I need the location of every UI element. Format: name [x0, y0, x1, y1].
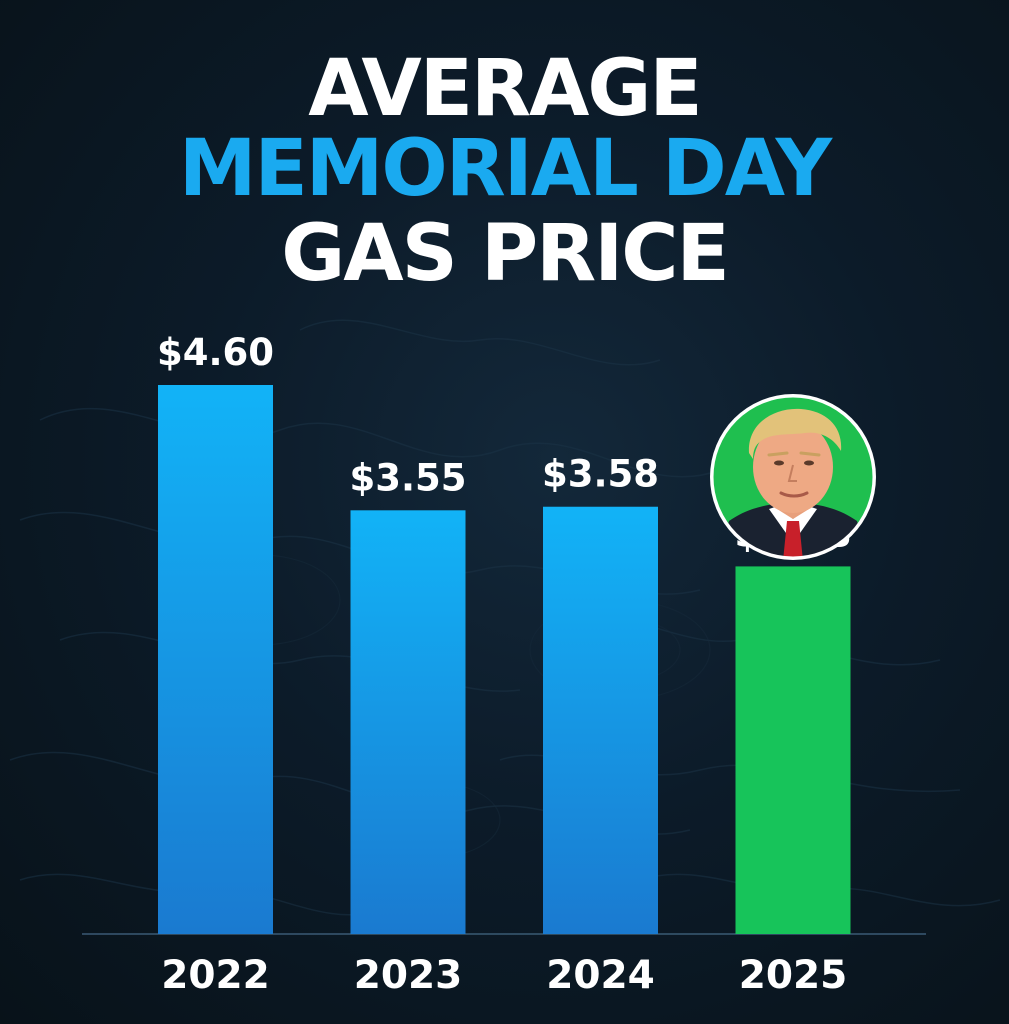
title-line-1: AVERAGE	[308, 44, 702, 134]
portrait-avatar-icon	[710, 394, 876, 560]
x-tick-label-2022: 2022	[161, 953, 270, 998]
bar-2022	[158, 385, 273, 934]
title-line-2: MEMORIAL DAY	[178, 124, 832, 214]
x-tick-label-2023: 2023	[354, 953, 463, 998]
value-label-2022: $4.60	[157, 331, 274, 374]
x-tick-label-2025: 2025	[739, 953, 848, 998]
x-tick-label-2024: 2024	[546, 953, 655, 998]
bar-2024	[543, 506, 658, 934]
bar-2023	[350, 510, 466, 934]
value-label-2024: $3.58	[542, 453, 659, 496]
title-line-3: GAS PRICE	[281, 209, 730, 299]
bar-2025	[735, 566, 851, 934]
value-label-2023: $3.55	[349, 456, 466, 499]
